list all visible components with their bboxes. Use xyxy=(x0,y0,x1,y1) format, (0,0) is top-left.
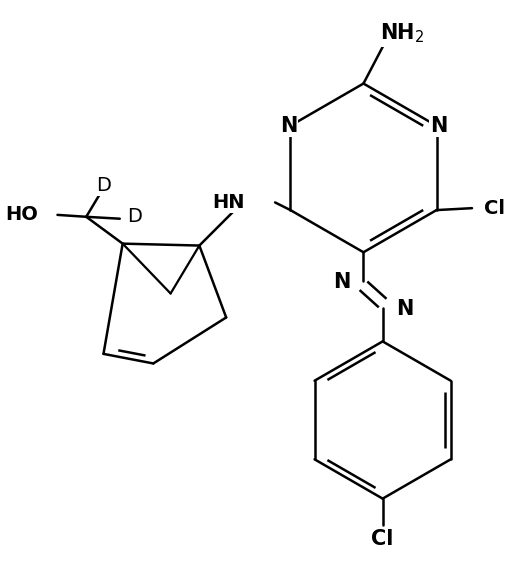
Text: NH$_2$: NH$_2$ xyxy=(380,22,424,46)
Text: N: N xyxy=(430,116,447,136)
Text: N: N xyxy=(280,116,297,136)
Text: D: D xyxy=(127,207,142,226)
Text: N: N xyxy=(396,299,413,319)
Text: D: D xyxy=(96,176,111,195)
Text: N: N xyxy=(333,272,350,292)
Text: HO: HO xyxy=(6,205,38,225)
Text: Cl: Cl xyxy=(483,199,504,218)
Text: HN: HN xyxy=(212,193,244,212)
Text: Cl: Cl xyxy=(371,529,394,549)
